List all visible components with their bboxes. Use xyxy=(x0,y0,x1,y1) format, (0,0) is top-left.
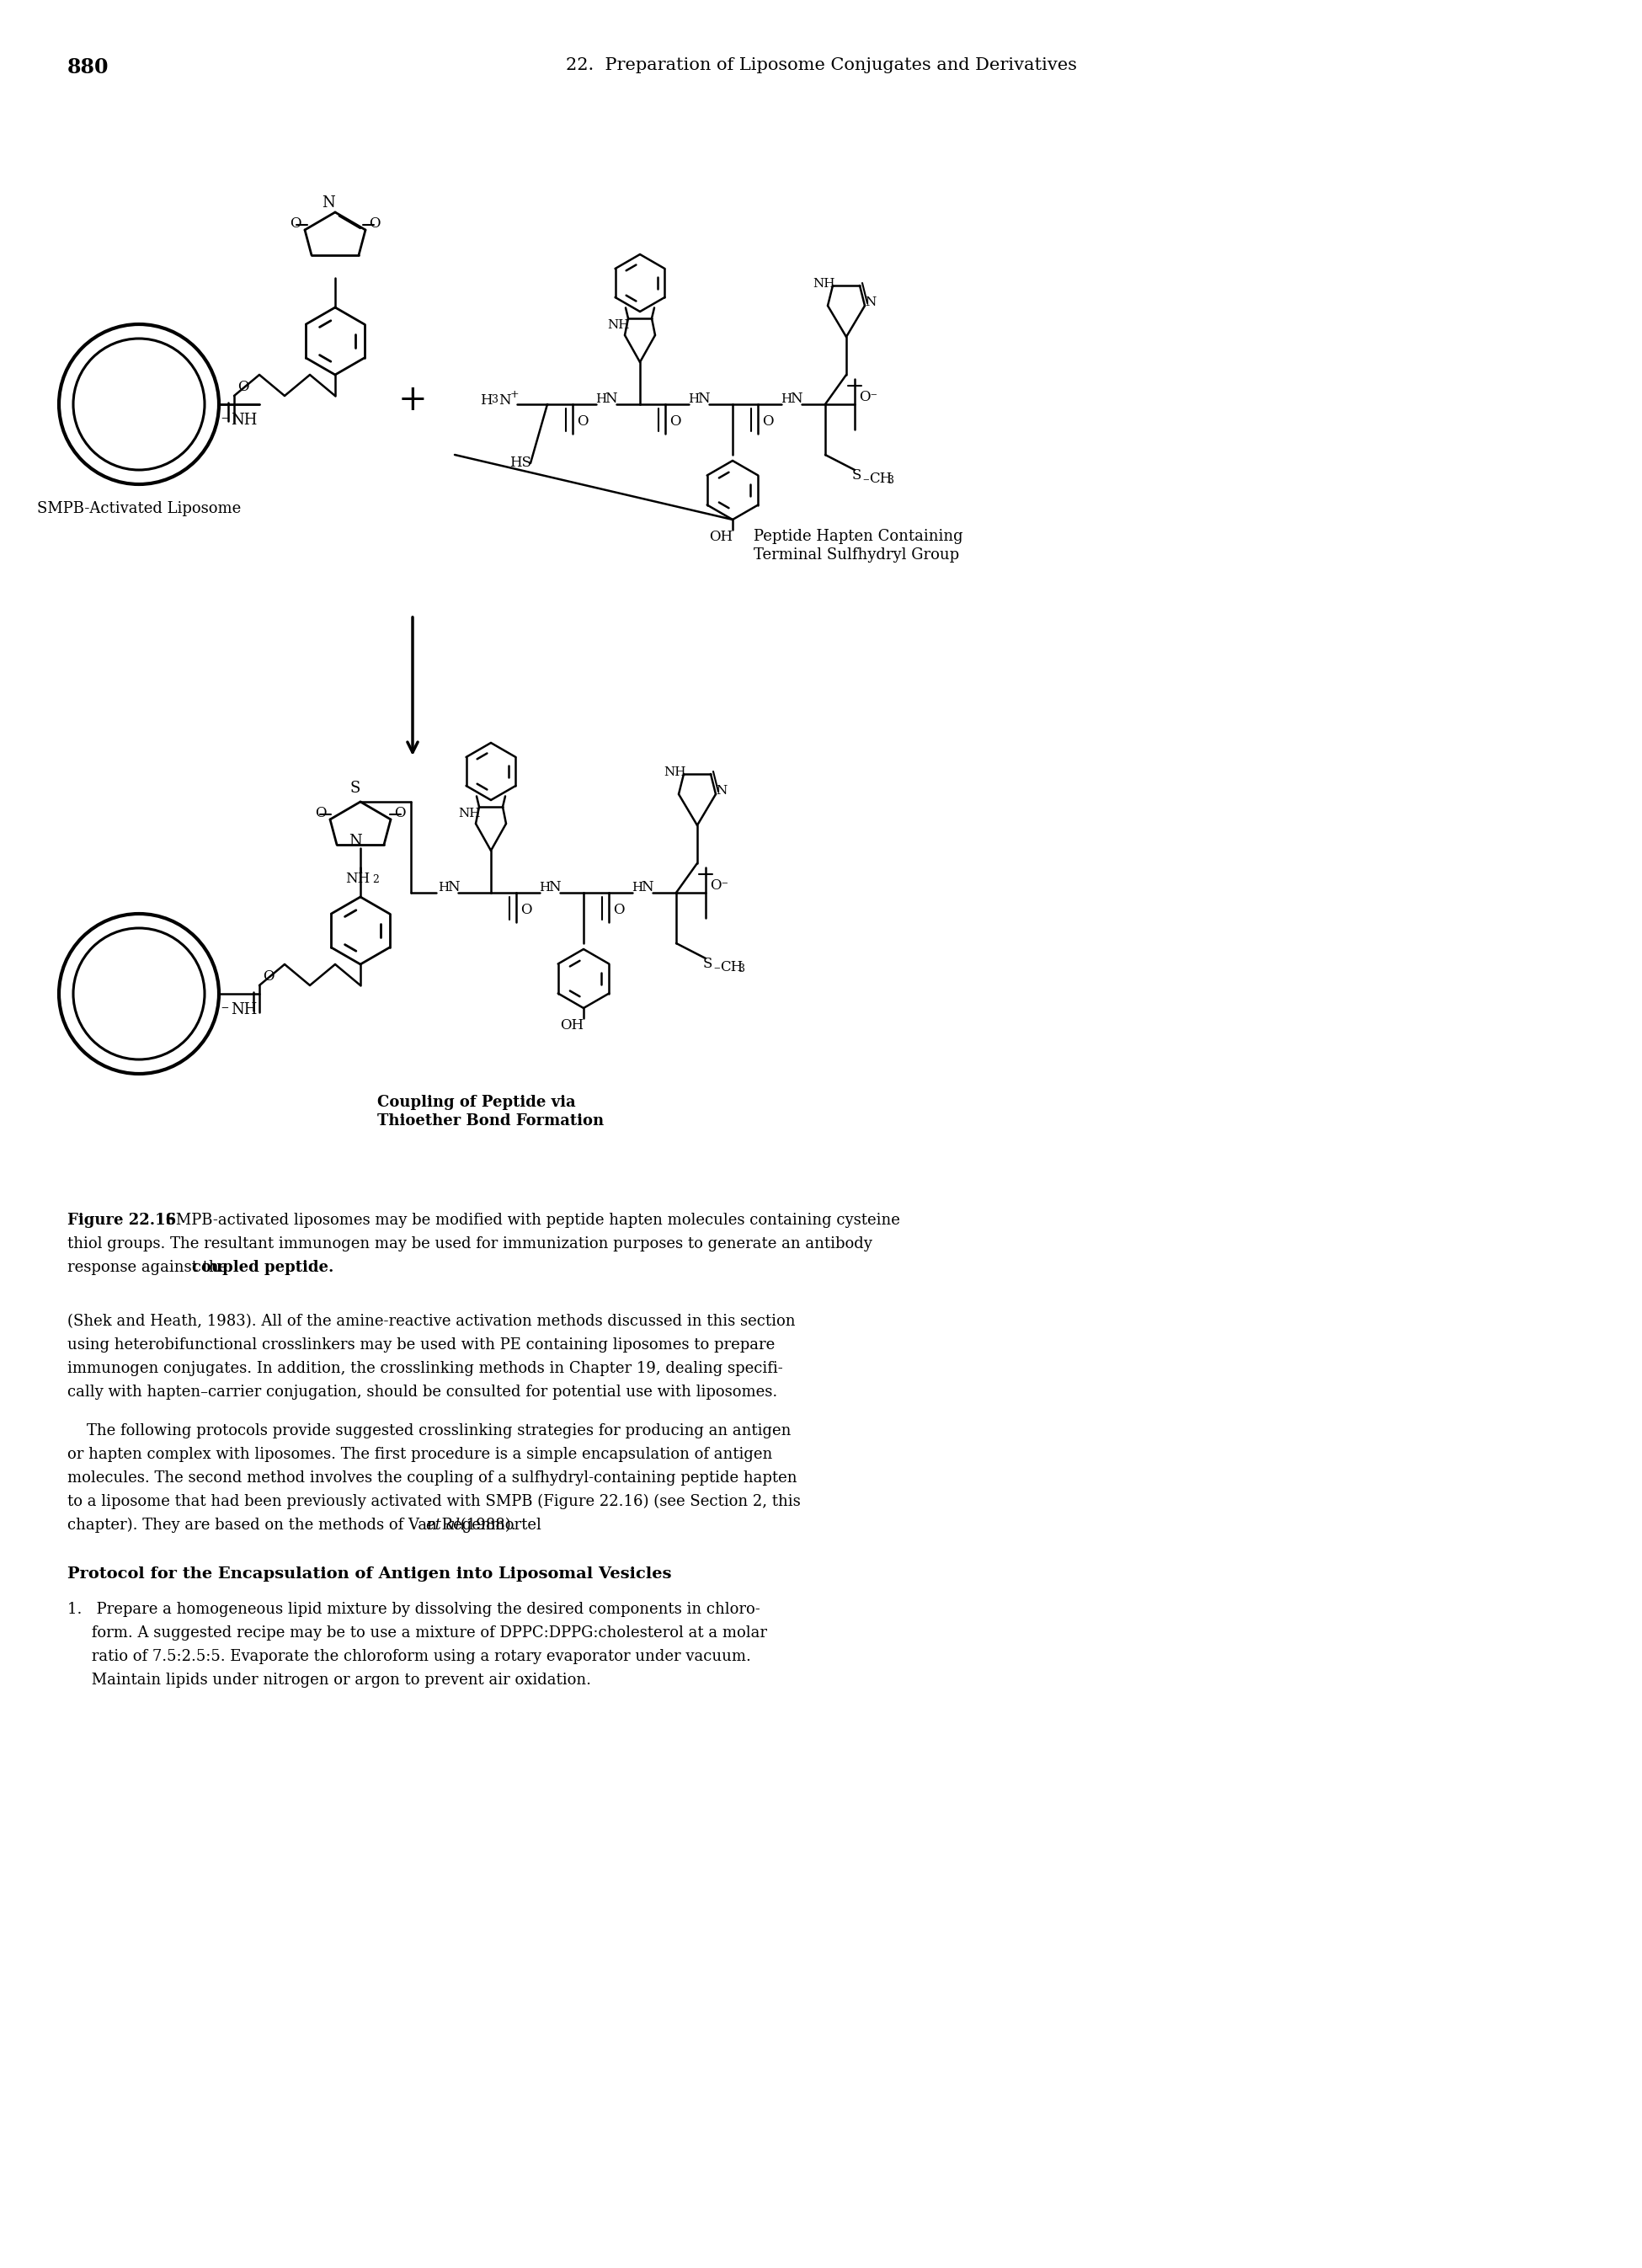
Text: N: N xyxy=(348,835,361,848)
Text: O: O xyxy=(859,390,870,404)
Text: molecules. The second method involves the coupling of a sulfhydryl-containing pe: molecules. The second method involves th… xyxy=(67,1470,796,1486)
Text: chapter). They are based on the methods of Van Regenmortel: chapter). They are based on the methods … xyxy=(67,1517,547,1533)
Text: Coupling of Peptide via: Coupling of Peptide via xyxy=(378,1095,576,1109)
Text: cally with hapten–carrier conjugation, should be consulted for potential use wit: cally with hapten–carrier conjugation, s… xyxy=(67,1383,777,1399)
Text: S: S xyxy=(703,957,713,971)
Text: 3: 3 xyxy=(888,474,895,485)
Text: –: – xyxy=(862,474,869,485)
Text: SMPB-Activated Liposome: SMPB-Activated Liposome xyxy=(36,501,241,517)
Text: NH: NH xyxy=(813,279,834,290)
Text: O: O xyxy=(521,903,532,916)
Text: using heterobifunctional crosslinkers may be used with PE containing liposomes t: using heterobifunctional crosslinkers ma… xyxy=(67,1338,775,1352)
Text: N: N xyxy=(548,880,560,896)
Text: NH: NH xyxy=(232,413,258,429)
Text: O: O xyxy=(576,415,588,429)
Text: form. A suggested recipe may be to use a mixture of DPPC:DPPG:cholesterol at a m: form. A suggested recipe may be to use a… xyxy=(67,1626,767,1640)
Text: Thioether Bond Formation: Thioether Bond Formation xyxy=(378,1114,604,1129)
Text: et al.: et al. xyxy=(425,1517,465,1533)
Text: NH: NH xyxy=(345,871,369,887)
Text: +: + xyxy=(511,388,519,399)
Text: Figure 22.16: Figure 22.16 xyxy=(67,1213,176,1227)
Text: CH: CH xyxy=(869,472,892,485)
Text: H: H xyxy=(688,392,699,406)
Text: –: – xyxy=(220,411,228,426)
Text: –: – xyxy=(220,1000,228,1014)
Text: The following protocols provide suggested crosslinking strategies for producing : The following protocols provide suggeste… xyxy=(67,1424,791,1438)
Text: N: N xyxy=(790,392,803,406)
Text: H: H xyxy=(632,882,642,894)
Text: 22.  Preparation of Liposome Conjugates and Derivatives: 22. Preparation of Liposome Conjugates a… xyxy=(565,57,1077,73)
Text: Terminal Sulfhydryl Group: Terminal Sulfhydryl Group xyxy=(754,547,959,562)
Text: NH: NH xyxy=(663,767,686,778)
Text: O: O xyxy=(238,379,250,395)
Text: 1.   Prepare a homogeneous lipid mixture by dissolving the desired components in: 1. Prepare a homogeneous lipid mixture b… xyxy=(67,1601,760,1617)
Text: CH: CH xyxy=(719,959,742,975)
Text: Maintain lipids under nitrogen or argon to prevent air oxidation.: Maintain lipids under nitrogen or argon … xyxy=(67,1672,591,1687)
Text: (1988).: (1988). xyxy=(455,1517,516,1533)
Text: H: H xyxy=(539,882,550,894)
Text: Peptide Hapten Containing: Peptide Hapten Containing xyxy=(754,528,962,544)
Text: OH: OH xyxy=(560,1018,583,1032)
Text: O: O xyxy=(369,215,381,231)
Text: O: O xyxy=(709,878,721,894)
Text: 880: 880 xyxy=(67,57,108,77)
Text: Protocol for the Encapsulation of Antigen into Liposomal Vesicles: Protocol for the Encapsulation of Antige… xyxy=(67,1567,672,1581)
Text: NH: NH xyxy=(232,1002,258,1018)
Text: H: H xyxy=(596,392,606,406)
Text: O: O xyxy=(315,805,327,819)
Text: –: – xyxy=(870,388,877,399)
Text: –: – xyxy=(713,962,719,973)
Text: 3: 3 xyxy=(491,395,499,406)
Text: N: N xyxy=(640,880,654,896)
Text: N: N xyxy=(865,297,875,308)
Text: immunogen conjugates. In addition, the crosslinking methods in Chapter 19, deali: immunogen conjugates. In addition, the c… xyxy=(67,1361,783,1377)
Text: –: – xyxy=(721,878,727,889)
Text: coupled peptide.: coupled peptide. xyxy=(192,1261,333,1275)
Text: 2: 2 xyxy=(373,873,379,885)
Text: ratio of 7.5:2.5:5. Evaporate the chloroform using a rotary evaporator under vac: ratio of 7.5:2.5:5. Evaporate the chloro… xyxy=(67,1649,750,1665)
Text: OH: OH xyxy=(709,531,732,544)
Text: O: O xyxy=(762,415,773,429)
Text: N: N xyxy=(698,392,709,406)
Text: N: N xyxy=(499,392,511,408)
Text: S: S xyxy=(350,780,361,796)
Text: O: O xyxy=(263,968,274,984)
Text: H: H xyxy=(780,392,791,406)
Text: H: H xyxy=(438,882,448,894)
Text: N: N xyxy=(604,392,617,406)
Text: O: O xyxy=(670,415,681,429)
Text: thiol groups. The resultant immunogen may be used for immunization purposes to g: thiol groups. The resultant immunogen ma… xyxy=(67,1236,872,1252)
Text: H: H xyxy=(479,392,493,408)
Text: O: O xyxy=(394,805,406,819)
Text: N: N xyxy=(322,195,335,211)
Text: NH: NH xyxy=(608,320,631,331)
Text: HS: HS xyxy=(509,456,532,469)
Text: 3: 3 xyxy=(739,964,745,975)
Text: N: N xyxy=(716,785,727,796)
Text: NH: NH xyxy=(458,807,481,819)
Text: or hapten complex with liposomes. The first procedure is a simple encapsulation : or hapten complex with liposomes. The fi… xyxy=(67,1447,772,1463)
Text: O: O xyxy=(612,903,624,916)
Text: O: O xyxy=(289,215,300,231)
Text: S: S xyxy=(852,467,862,483)
Text: to a liposome that had been previously activated with SMPB (Figure 22.16) (see S: to a liposome that had been previously a… xyxy=(67,1495,801,1510)
Text: SMPB-activated liposomes may be modified with peptide hapten molecules containin: SMPB-activated liposomes may be modified… xyxy=(156,1213,900,1227)
Text: response against the: response against the xyxy=(67,1261,233,1275)
Text: (Shek and Heath, 1983). All of the amine-reactive activation methods discussed i: (Shek and Heath, 1983). All of the amine… xyxy=(67,1313,795,1329)
Text: N: N xyxy=(447,880,460,896)
Text: +: + xyxy=(397,383,427,417)
